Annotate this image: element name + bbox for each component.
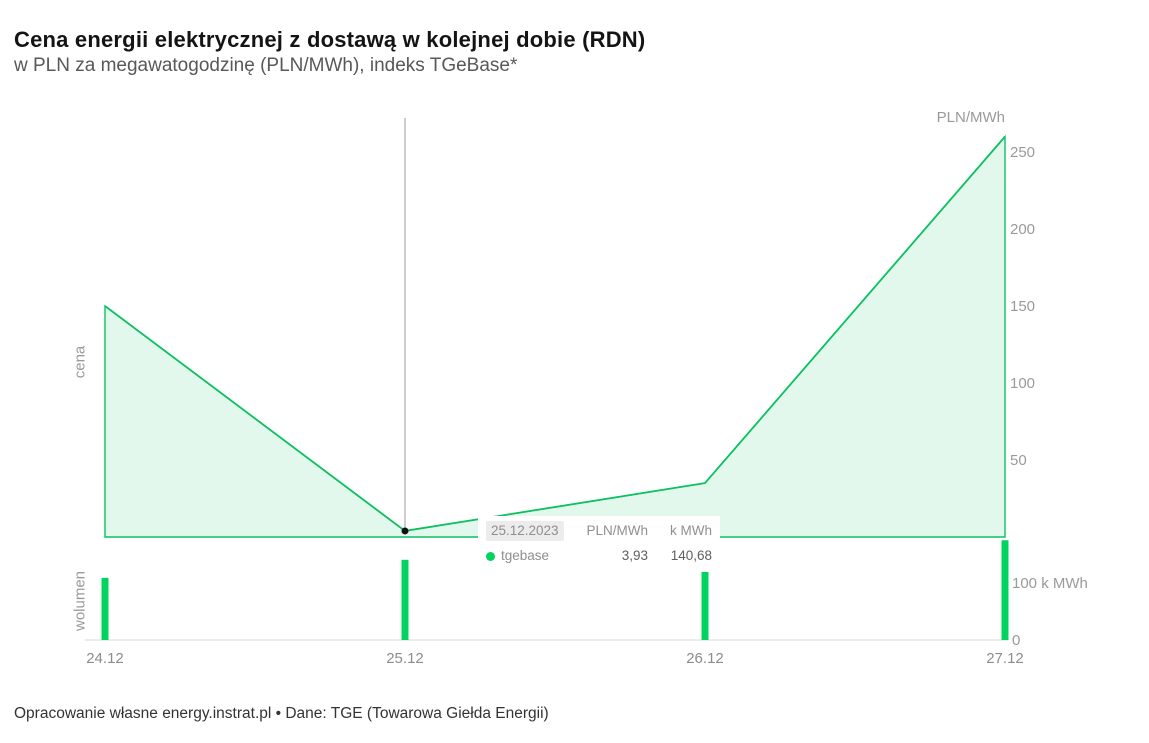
price-line <box>104 136 1006 532</box>
x-tick-label: 27.12 <box>986 650 1024 667</box>
tooltip-col-volume: k MWh <box>670 523 712 538</box>
tooltip-price-value: 3,93 <box>621 548 648 563</box>
x-tick-label: 26.12 <box>686 650 724 667</box>
volume-tick-label: 0 <box>1012 632 1020 649</box>
price-tick-label: 250 <box>1010 144 1035 161</box>
page-subtitle: w PLN za megawatogodzinę (PLN/MWh), inde… <box>14 55 518 76</box>
page-title: Cena energii elektrycznej z dostawą w ko… <box>14 26 646 52</box>
price-tick-label: 100 <box>1010 375 1035 392</box>
x-tick-label: 24.12 <box>86 650 124 667</box>
volume-bar[interactable] <box>401 559 409 640</box>
tooltip-col-price: PLN/MWh <box>586 523 648 538</box>
axis-label-wolumen: wolumen <box>71 570 89 632</box>
volume-bar[interactable] <box>1001 540 1009 640</box>
price-tick-label: 200 <box>1010 221 1035 238</box>
volume-bar[interactable] <box>701 560 709 640</box>
price-tick-label: 150 <box>1010 298 1035 315</box>
tooltip-date: 25.12.2023 <box>486 521 564 541</box>
tooltip-value-row: tgebase 3,93 140,68 <box>486 546 712 566</box>
price-area <box>104 134 1006 538</box>
highlight-dot[interactable] <box>401 527 409 535</box>
price-tick-label: 50 <box>1010 452 1027 469</box>
tooltip-series-name: tgebase <box>501 548 550 563</box>
price-axis-title: PLN/MWh <box>936 109 1005 126</box>
x-tick-label: 25.12 <box>386 650 424 667</box>
tooltip-header-row: 25.12.2023 PLN/MWh k MWh <box>486 521 712 541</box>
footer-note: Opracowanie własne energy.instrat.pl • D… <box>14 705 549 722</box>
chart-tooltip: 25.12.2023 PLN/MWh k MWh tgebase 3,93 14… <box>478 516 720 572</box>
axis-label-cena: cena <box>71 345 89 379</box>
volume-tick-label: 100 k MWh <box>1012 575 1088 592</box>
tooltip-series: tgebase <box>486 546 566 566</box>
volume-bar[interactable] <box>101 577 109 640</box>
series-dot-icon <box>486 551 495 561</box>
tooltip-volume-value: 140,68 <box>670 548 712 563</box>
